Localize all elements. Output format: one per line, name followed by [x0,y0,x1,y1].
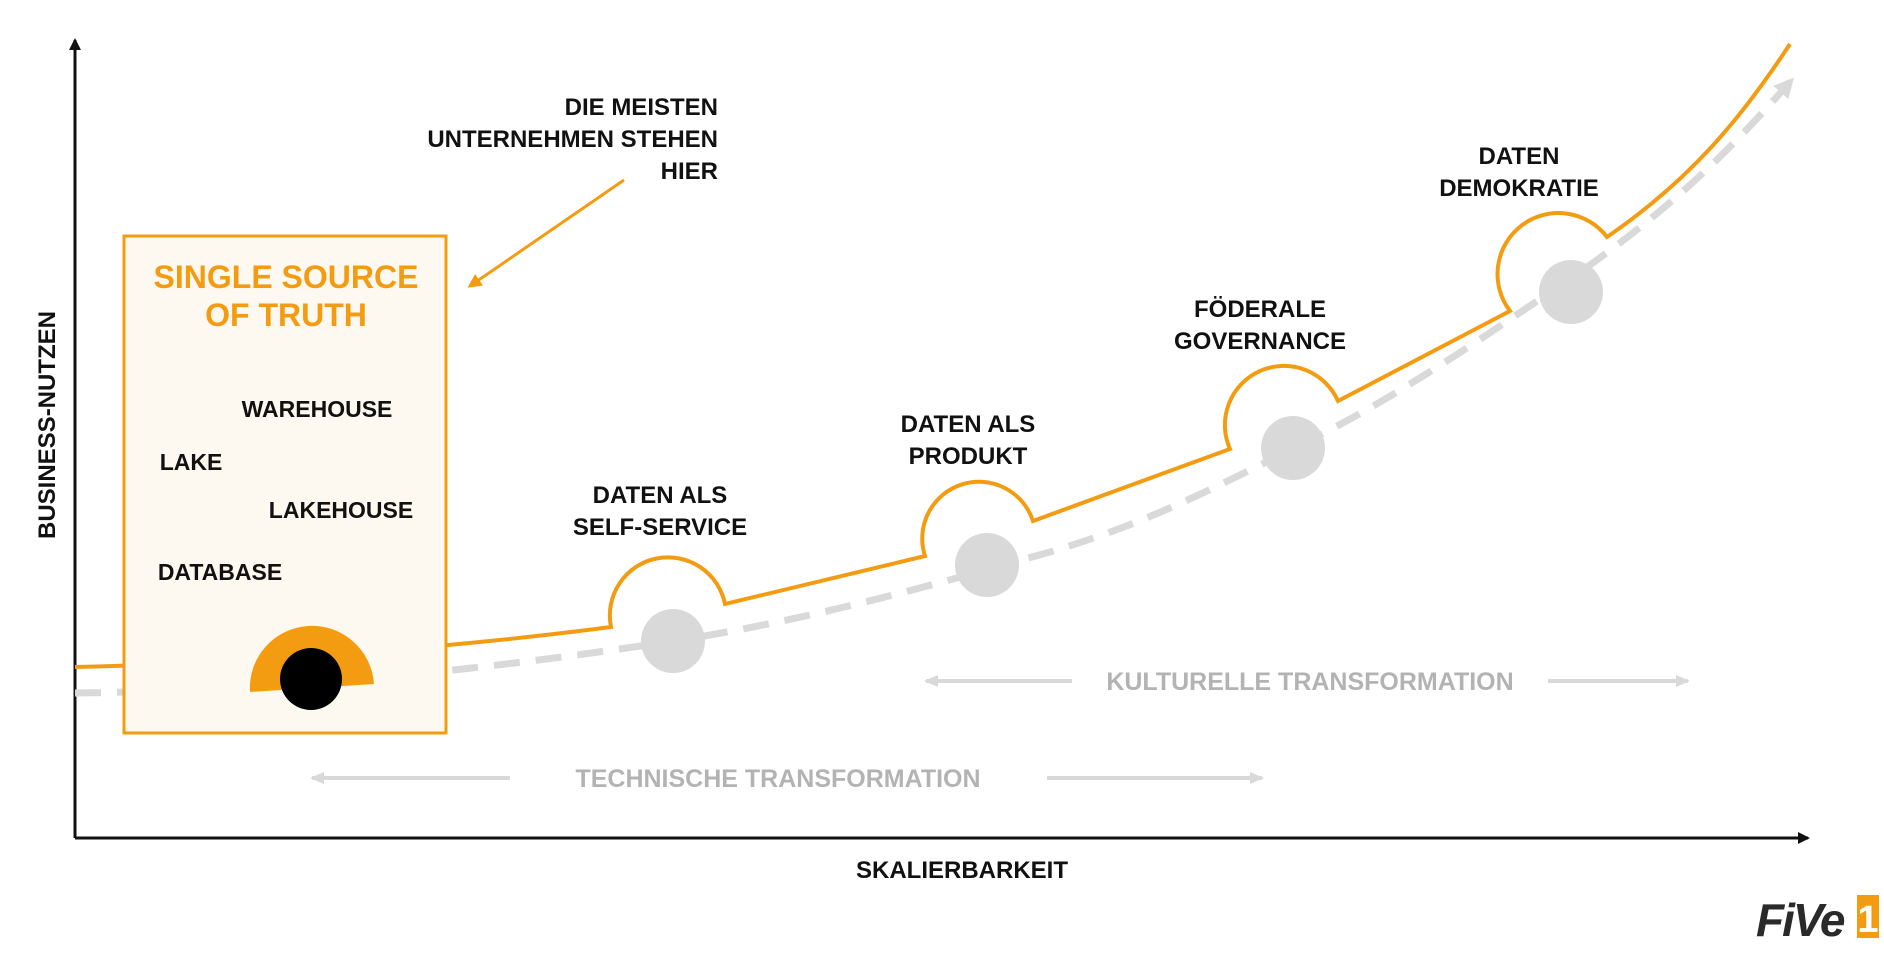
stage-marker-4 [1539,260,1603,324]
stage-label-4-line2: DEMOKRATIE [1439,175,1599,202]
ssot-item-database: DATABASE [158,559,282,585]
y-axis-label: BUSINESS-NUTZEN [34,311,61,539]
logo-text: FiVe [1756,894,1845,946]
stage-label-4-line1: DATEN [1479,143,1560,170]
five1-logo-icon: FiVe 1 [1756,894,1879,946]
logo-mark-box [1857,895,1879,938]
stage-label-2-line2: PRODUKT [909,443,1028,470]
stage-marker-1 [641,609,705,673]
stage-label-1-line1: DATEN ALS [593,482,728,509]
callout-arrow [467,178,625,288]
stage-marker-2 [955,533,1019,597]
callout-line1: DIE MEISTEN [565,94,718,121]
stage-label-3-line2: GOVERNANCE [1174,328,1346,355]
technical-transformation-label: TECHNISCHE TRANSFORMATION [575,765,980,793]
current-position-dot [280,648,342,710]
cultural-transformation-label: KULTURELLE TRANSFORMATION [1106,668,1513,696]
ssot-item-lakehouse: LAKEHOUSE [269,497,413,523]
stage-label-3-line1: FÖDERALE [1194,296,1326,323]
callout-line2: UNTERNEHMEN STEHEN [427,126,718,153]
x-axis-label: SKALIERBARKEIT [856,857,1068,884]
stage-label-1-line2: SELF-SERVICE [573,514,747,541]
stage-marker-3 [1261,416,1325,480]
callout-line3: HIER [661,158,718,185]
ssot-title-line1: SINGLE SOURCE [154,259,419,295]
stage-label-2-line1: DATEN ALS [901,411,1036,438]
dashed-trend-line [74,77,1794,697]
ssot-item-lake: LAKE [160,449,223,475]
ssot-item-warehouse: WAREHOUSE [242,396,393,422]
ssot-title-line2: OF TRUTH [205,297,367,333]
logo-mark: 1 [1857,899,1878,941]
orange-journey-line [74,42,1792,669]
